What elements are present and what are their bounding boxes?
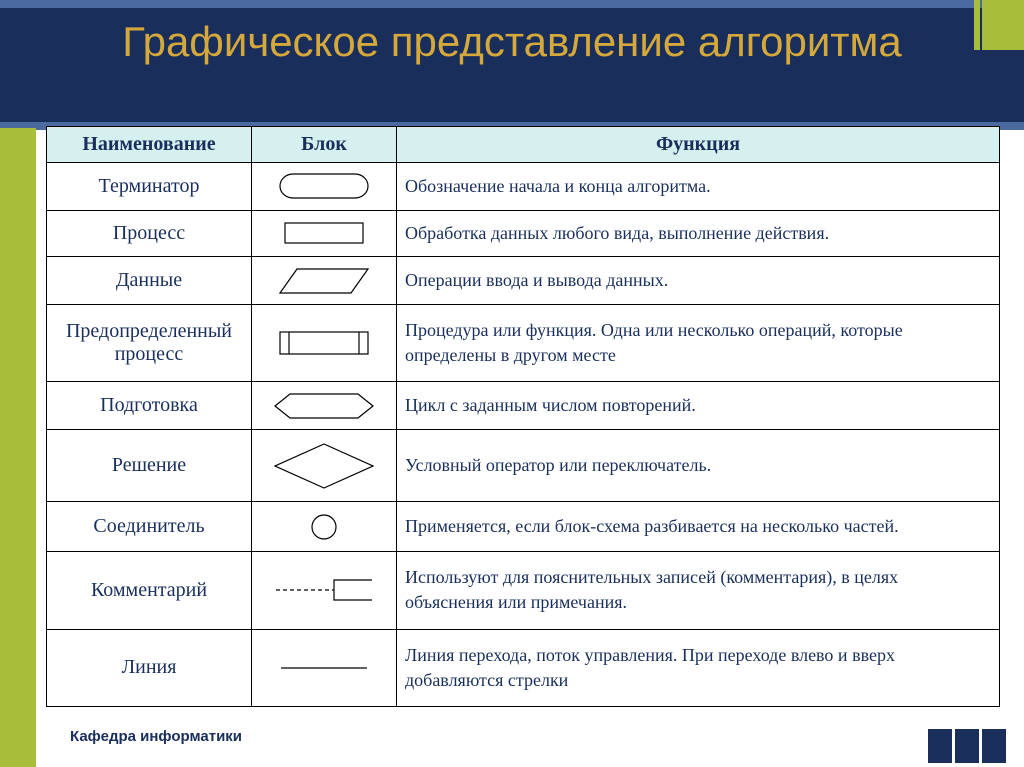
row-name: Терминатор <box>47 163 252 211</box>
predefined-shape <box>252 304 397 381</box>
data-shape <box>252 257 397 305</box>
corner-accent-thin <box>974 0 980 50</box>
connector-shape <box>252 502 397 552</box>
table-body: Терминатор Обозначение начала и конца алг… <box>47 163 1000 707</box>
row-function: Процедура или функция. Одна или нескольк… <box>397 304 1000 381</box>
table-row: Линия Линия перехода, поток управления. П… <box>47 629 1000 706</box>
row-name: Решение <box>47 429 252 501</box>
table-row: Соединитель Применяется, если блок-схема … <box>47 502 1000 552</box>
preparation-shape <box>252 382 397 430</box>
col-name: Наименование <box>47 127 252 163</box>
row-function: Применяется, если блок-схема разбивается… <box>397 502 1000 552</box>
row-name: Подготовка <box>47 382 252 430</box>
row-name: Процесс <box>47 210 252 257</box>
terminator-shape <box>252 163 397 211</box>
decision-shape <box>252 429 397 501</box>
row-name: Данные <box>47 257 252 305</box>
row-name: Соединитель <box>47 502 252 552</box>
header-band: Графическое представление алгоритма <box>0 0 1024 130</box>
row-function: Используют для пояснительных записей (ко… <box>397 552 1000 629</box>
row-name: Предопределенный процесс <box>47 304 252 381</box>
footer-bars-decoration <box>925 729 1006 763</box>
row-name: Линия <box>47 629 252 706</box>
row-function: Линия перехода, поток управления. При пе… <box>397 629 1000 706</box>
table-row: Данные Операции ввода и вывода данных. <box>47 257 1000 305</box>
left-accent-stripe <box>0 128 36 767</box>
row-function: Операции ввода и вывода данных. <box>397 257 1000 305</box>
table-row: Предопределенный процесс Процедура или фу… <box>47 304 1000 381</box>
corner-accent <box>982 0 1024 50</box>
line-shape <box>252 629 397 706</box>
col-block: Блок <box>252 127 397 163</box>
table-row: Терминатор Обозначение начала и конца алг… <box>47 163 1000 211</box>
row-name: Комментарий <box>47 552 252 629</box>
row-function: Цикл с заданным числом повторений. <box>397 382 1000 430</box>
table-row: Подготовка Цикл с заданным числом повторе… <box>47 382 1000 430</box>
row-function: Условный оператор или переключатель. <box>397 429 1000 501</box>
process-shape <box>252 210 397 257</box>
footer-text: Кафедра информатики <box>70 728 242 745</box>
page-title: Графическое представление алгоритма <box>0 8 1024 69</box>
table-row: Комментарий Используют для пояснительных … <box>47 552 1000 629</box>
row-function: Обозначение начала и конца алгоритма. <box>397 163 1000 211</box>
row-function: Обработка данных любого вида, выполнение… <box>397 210 1000 257</box>
flowchart-symbols-table: Наименование Блок Функция Терминатор Обоз… <box>46 126 1000 707</box>
table-row: Решение Условный оператор или переключате… <box>47 429 1000 501</box>
table-container: Наименование Блок Функция Терминатор Обоз… <box>46 126 1000 707</box>
col-function: Функция <box>397 127 1000 163</box>
comment-shape <box>252 552 397 629</box>
table-header-row: Наименование Блок Функция <box>47 127 1000 163</box>
table-row: Процесс Обработка данных любого вида, вып… <box>47 210 1000 257</box>
